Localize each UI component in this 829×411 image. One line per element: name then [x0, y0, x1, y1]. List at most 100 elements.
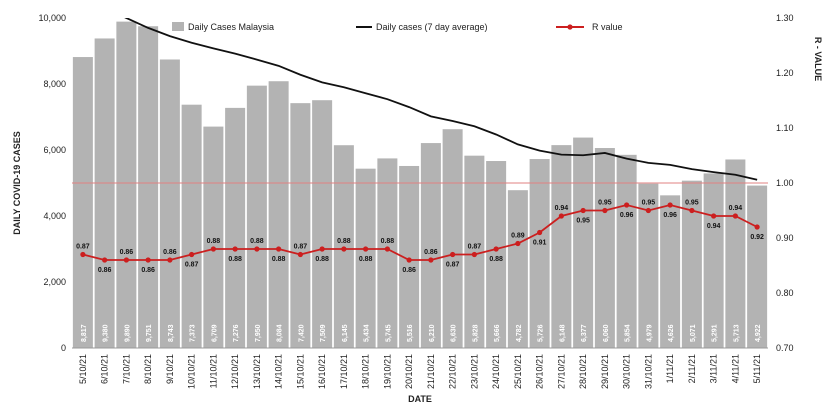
- bar-value-label: 6,630: [451, 324, 458, 342]
- r-value-point-11/10/21: [210, 246, 216, 252]
- r-value-point-20/10/21: [406, 257, 412, 263]
- r-value-point-1/11/21: [667, 202, 673, 208]
- r-value-point-9/10/21: [167, 257, 173, 263]
- r-value-layer: 0.87 0.86 0.86 0.86 0.86 0.87 0.88 0.88 0.88 0.88…: [76, 200, 764, 275]
- r-value-label: 0.87: [468, 244, 482, 251]
- bar-value-label: 6,145: [342, 324, 349, 342]
- y-left-tick-label: 2,000: [43, 277, 66, 287]
- r-value-label: 0.86: [120, 249, 134, 256]
- r-value-point-10/10/21: [189, 251, 195, 258]
- y-left-tick-label: 10,000: [38, 13, 66, 23]
- r-value-label: 0.88: [337, 238, 351, 245]
- x-tick-label: 11/10/21: [208, 354, 218, 388]
- bar-27/10/21: [551, 145, 572, 348]
- r-value-point-13/10/21: [254, 246, 260, 252]
- x-tick-label: 29/10/21: [600, 354, 610, 389]
- x-tick-label: 12/10/21: [230, 354, 240, 389]
- bar-21/10/21: [420, 143, 441, 348]
- x-tick-label: 14/10/21: [274, 354, 284, 389]
- r-value-point-16/10/21: [319, 246, 325, 252]
- r-value-point-4/11/21: [732, 213, 738, 219]
- y-left-tick-label: 8,000: [43, 79, 66, 89]
- r-value-label: 0.95: [576, 218, 590, 225]
- seven-day-average-line: [124, 18, 758, 181]
- bar-value-label: 7,276: [233, 324, 240, 342]
- bar-18/10/21: [355, 168, 376, 348]
- bar-24/10/21: [486, 161, 507, 348]
- x-tick-label: 24/10/21: [491, 354, 501, 389]
- x-tick-label: 25/10/21: [513, 354, 523, 389]
- bar-value-label: 5,726: [538, 324, 545, 342]
- x-tick-label: 8/10/21: [143, 354, 153, 384]
- x-tick-label: 21/10/21: [426, 354, 436, 389]
- r-value-label: 0.92: [750, 234, 764, 241]
- bar-value-label: 4,979: [646, 324, 653, 342]
- bar-3/11/21: [703, 173, 724, 348]
- r-value-point-5/10/21: [80, 251, 86, 258]
- r-value-point-17/10/21: [341, 246, 347, 252]
- r-value-point-2/11/21: [689, 207, 695, 214]
- x-tick-label: 17/10/21: [339, 354, 349, 389]
- bar-value-label: 5,828: [472, 324, 479, 342]
- r-value-label: 0.95: [598, 200, 612, 207]
- bar-20/10/21: [399, 165, 420, 348]
- x-axis-title: DATE: [408, 394, 432, 404]
- bar-value-label: 6,210: [429, 324, 436, 342]
- legend-swatch-daily-cases: [172, 22, 184, 31]
- bar-11/10/21: [203, 126, 224, 348]
- x-tick-label: 13/10/21: [252, 354, 262, 389]
- r-value-point-18/10/21: [363, 246, 369, 252]
- bar-26/10/21: [529, 159, 550, 348]
- bar-5/10/21: [72, 57, 93, 348]
- r-value-label: 0.95: [642, 200, 656, 207]
- bar-31/10/21: [638, 183, 659, 348]
- r-value-label: 0.88: [207, 238, 221, 245]
- bar-value-label: 4,922: [755, 324, 762, 342]
- bar-15/10/21: [290, 103, 311, 348]
- bar-16/10/21: [312, 100, 333, 348]
- r-value-point-6/10/21: [102, 257, 108, 263]
- r-value-label: 0.89: [511, 233, 525, 240]
- bar-2/11/21: [681, 180, 702, 348]
- r-value-point-21/10/21: [428, 257, 434, 263]
- x-tick-label: 20/10/21: [404, 354, 414, 389]
- r-value-point-22/10/21: [450, 251, 456, 258]
- x-tick-label: 22/10/21: [448, 354, 458, 389]
- axes-layer: 0 2,000 4,000 6,000 8,000 10,000 0.70 0.80 0.90 1…: [12, 13, 823, 404]
- x-tick-label: 31/10/21: [643, 354, 653, 389]
- y-right-tick-label: 1.00: [776, 178, 794, 188]
- r-value-label: 0.88: [359, 256, 373, 263]
- bar-8/10/21: [138, 26, 159, 348]
- bar-9/10/21: [159, 59, 180, 348]
- r-value-label: 0.88: [489, 256, 503, 263]
- bar-value-label: 7,950: [255, 324, 262, 342]
- x-tick-label: 16/10/21: [317, 354, 327, 389]
- y-right-tick-label: 1.30: [776, 13, 794, 23]
- r-value-label: 0.87: [185, 262, 199, 269]
- bar-value-label: 4,782: [516, 324, 523, 342]
- r-value-point-27/10/21: [558, 213, 564, 219]
- bar-value-label: 5,071: [690, 324, 697, 342]
- y-left-tick-label: 4,000: [43, 211, 66, 221]
- bar-value-label: 7,420: [298, 324, 305, 342]
- r-value-label: 0.96: [663, 212, 677, 219]
- bar-14/10/21: [268, 81, 289, 348]
- x-tick-label: 5/11/21: [752, 354, 762, 383]
- bar-value-label: 9,890: [124, 324, 131, 342]
- bar-6/10/21: [94, 38, 115, 349]
- y-left-axis-title: DAILY COVID-19 CASES: [12, 131, 22, 235]
- bar-value-label: 5,666: [494, 324, 501, 342]
- r-value-label: 0.87: [446, 262, 460, 269]
- bar-29/10/21: [594, 148, 615, 348]
- r-value-point-23/10/21: [471, 251, 477, 258]
- bar-28/10/21: [573, 137, 594, 348]
- x-tick-label: 9/10/21: [165, 354, 175, 384]
- r-value-point-29/10/21: [602, 207, 608, 214]
- r-value-label: 0.86: [402, 267, 416, 274]
- r-value-point-25/10/21: [515, 240, 521, 247]
- bar-value-label: 8,817: [81, 324, 88, 342]
- bar-value-label: 6,060: [603, 324, 610, 342]
- legend-label-r-value: R value: [592, 22, 623, 32]
